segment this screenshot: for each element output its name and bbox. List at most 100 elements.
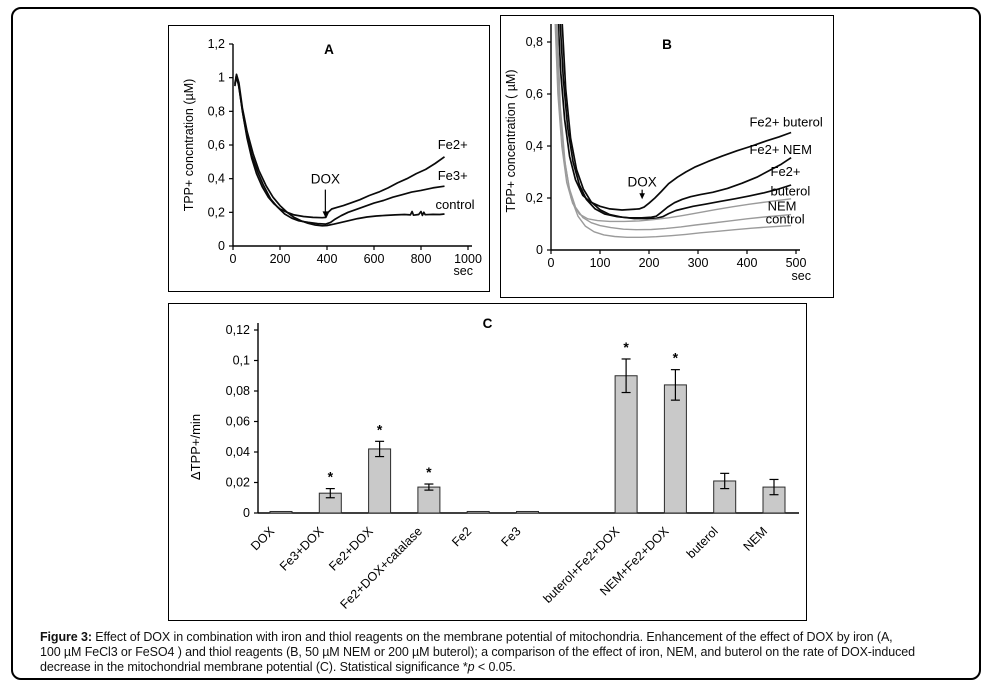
panel-c-plot: 0 0,02 0,04 0,06 0,08 0,1 0,12 DOX * Fe3+DOX * Fe2+…: [226, 323, 799, 612]
x-tick-label: 400: [737, 256, 758, 270]
x-tick-label: 100: [590, 256, 611, 270]
x-tick-label: 0: [230, 252, 237, 266]
panel-c-y-axis-label: ΔTPP+/min: [188, 413, 203, 481]
series-label: Fe2+ buterol: [749, 115, 822, 130]
bar-buterol-fe2-dox: [614, 375, 638, 514]
bar-fe2: [466, 510, 490, 514]
category-label: Fe3+DOX: [277, 524, 327, 574]
series-line-buterol: [554, 24, 792, 223]
bar-fe3: [516, 510, 539, 514]
category-label: NEM: [741, 524, 771, 554]
y-tick-label: 0,8: [526, 35, 543, 49]
series-line-fe2-buterol: [557, 24, 792, 211]
panel-c-title: C: [482, 316, 493, 331]
caption-p-italic: p: [467, 660, 475, 674]
series-label: control: [766, 211, 805, 226]
category-label: Fe2+DOX: [326, 524, 376, 574]
caption-line-2-text: 100 µM FeCl3 or FeSO4 ) and thiol reagen…: [40, 645, 915, 659]
y-tick-label: 1,2: [208, 37, 225, 51]
y-tick-label: 0,4: [208, 172, 225, 186]
panel-b-y-axis-label: TPP+ concentration ( µM): [504, 69, 518, 213]
series-group: [234, 73, 445, 227]
panel-a-plot: 0 0,2 0,4 0,6 0,8 1 1,2 0 200 400 600 800 1000 Fe2+ Fe…: [208, 37, 482, 266]
series-label: control: [436, 197, 475, 212]
category-label: Fe3: [498, 524, 523, 549]
category-label: DOX: [248, 524, 278, 554]
dox-arrow-head: [322, 211, 329, 218]
panel-c-bar-chart: 0 0,02 0,04 0,06 0,08 0,1 0,12 DOX * Fe3+DOX * Fe2+…: [168, 303, 807, 621]
significance-star: *: [377, 421, 383, 437]
x-tick-label: 200: [639, 256, 660, 270]
caption-figure-label: Figure 3:: [40, 630, 92, 644]
y-tick-label: 1: [218, 71, 225, 85]
significance-star: *: [426, 464, 432, 480]
y-tick-label: 0: [536, 243, 543, 257]
category-label: Fe2: [449, 524, 474, 549]
series-label: NEM: [768, 198, 797, 213]
y-tick-label: 0,04: [226, 445, 250, 459]
y-tick-label: 0,6: [526, 87, 543, 101]
x-tick-label: 600: [364, 252, 385, 266]
x-tick-label: 0: [548, 256, 555, 270]
y-tick-label: 0,6: [208, 138, 225, 152]
x-tick-label: 1000: [454, 252, 482, 266]
panel-b-title: B: [662, 37, 672, 52]
figure-caption: Figure 3: Effect of DOX in combination w…: [40, 630, 972, 675]
x-tick-label: 300: [688, 256, 709, 270]
y-tick-label: 0,8: [208, 104, 225, 118]
bar-fe2-dox: [368, 448, 392, 514]
y-tick-label: 0: [218, 239, 225, 253]
y-tick-label: 0,06: [226, 415, 250, 429]
dox-arrow-head: [639, 193, 645, 200]
panel-b-x-unit-label: sec: [791, 269, 811, 283]
series-line-control: [556, 24, 792, 239]
y-tick-label: 0: [243, 506, 250, 520]
series-group: [554, 24, 792, 239]
panel-b-line-chart: 0 0,2 0,4 0,6 0,8 0 100 200 300 400 500 Fe2+ butero…: [500, 15, 834, 298]
y-tick-label: 0,4: [526, 139, 543, 153]
caption-line-3-text: decrease in the mitochondrial membrane p…: [40, 660, 468, 674]
series-line-fe2-: [234, 75, 445, 219]
category-label: Fe2+DOX+catalase: [337, 524, 425, 612]
y-tick-label: 0,2: [526, 191, 543, 205]
panel-a-title: A: [324, 42, 334, 57]
dox-annotation-label: DOX: [628, 174, 657, 189]
x-tick-label: 200: [270, 252, 291, 266]
y-tick-label: 0,02: [226, 476, 250, 490]
series-line-nem: [555, 24, 792, 231]
significance-star: *: [623, 339, 629, 355]
series-label: Fe2+ NEM: [749, 142, 812, 157]
caption-line-1: Figure 3: Effect of DOX in combination w…: [40, 630, 972, 645]
series-label: Fe2+: [771, 164, 801, 179]
series-line-control: [234, 73, 445, 227]
series-line-fe2-nem: [559, 24, 792, 219]
y-tick-label: 0,08: [226, 384, 250, 398]
dox-annotation-label: DOX: [311, 172, 340, 187]
panel-a-x-unit-label: sec: [453, 264, 473, 278]
caption-line-3-tail: < 0.05.: [474, 660, 516, 674]
caption-line-1-text: Effect of DOX in combination with iron a…: [91, 630, 893, 644]
category-label: buterol: [684, 524, 721, 561]
panel-a-line-chart: 0 0,2 0,4 0,6 0,8 1 1,2 0 200 400 600 800 1000 Fe2+ Fe…: [168, 25, 490, 292]
x-tick-label: 400: [317, 252, 338, 266]
bar-dox: [269, 510, 293, 514]
panel-b-plot: 0 0,2 0,4 0,6 0,8 0 100 200 300 400 500 Fe2+ butero…: [526, 24, 823, 270]
x-tick-label: 800: [411, 252, 432, 266]
series-line-fe3-: [234, 76, 445, 225]
bar-nem-fe2-dox: [663, 384, 687, 514]
series-line-fe2-: [561, 24, 792, 220]
caption-line-3: decrease in the mitochondrial membrane p…: [40, 660, 972, 675]
bar-fe2-dox-catalase: [417, 486, 441, 514]
panel-a-y-axis-label: TPP+ concntration (µM): [182, 78, 196, 212]
y-tick-label: 0,1: [233, 354, 250, 368]
series-label: buterol: [771, 184, 811, 199]
caption-line-2: 100 µM FeCl3 or FeSO4 ) and thiol reagen…: [40, 645, 972, 660]
y-tick-label: 0,12: [226, 323, 250, 337]
y-tick-label: 0,2: [208, 205, 225, 219]
x-tick-label: 500: [786, 256, 807, 270]
significance-star: *: [328, 469, 334, 485]
series-label: Fe3+: [438, 168, 468, 183]
significance-star: *: [673, 350, 679, 366]
series-label: Fe2+: [438, 137, 468, 152]
